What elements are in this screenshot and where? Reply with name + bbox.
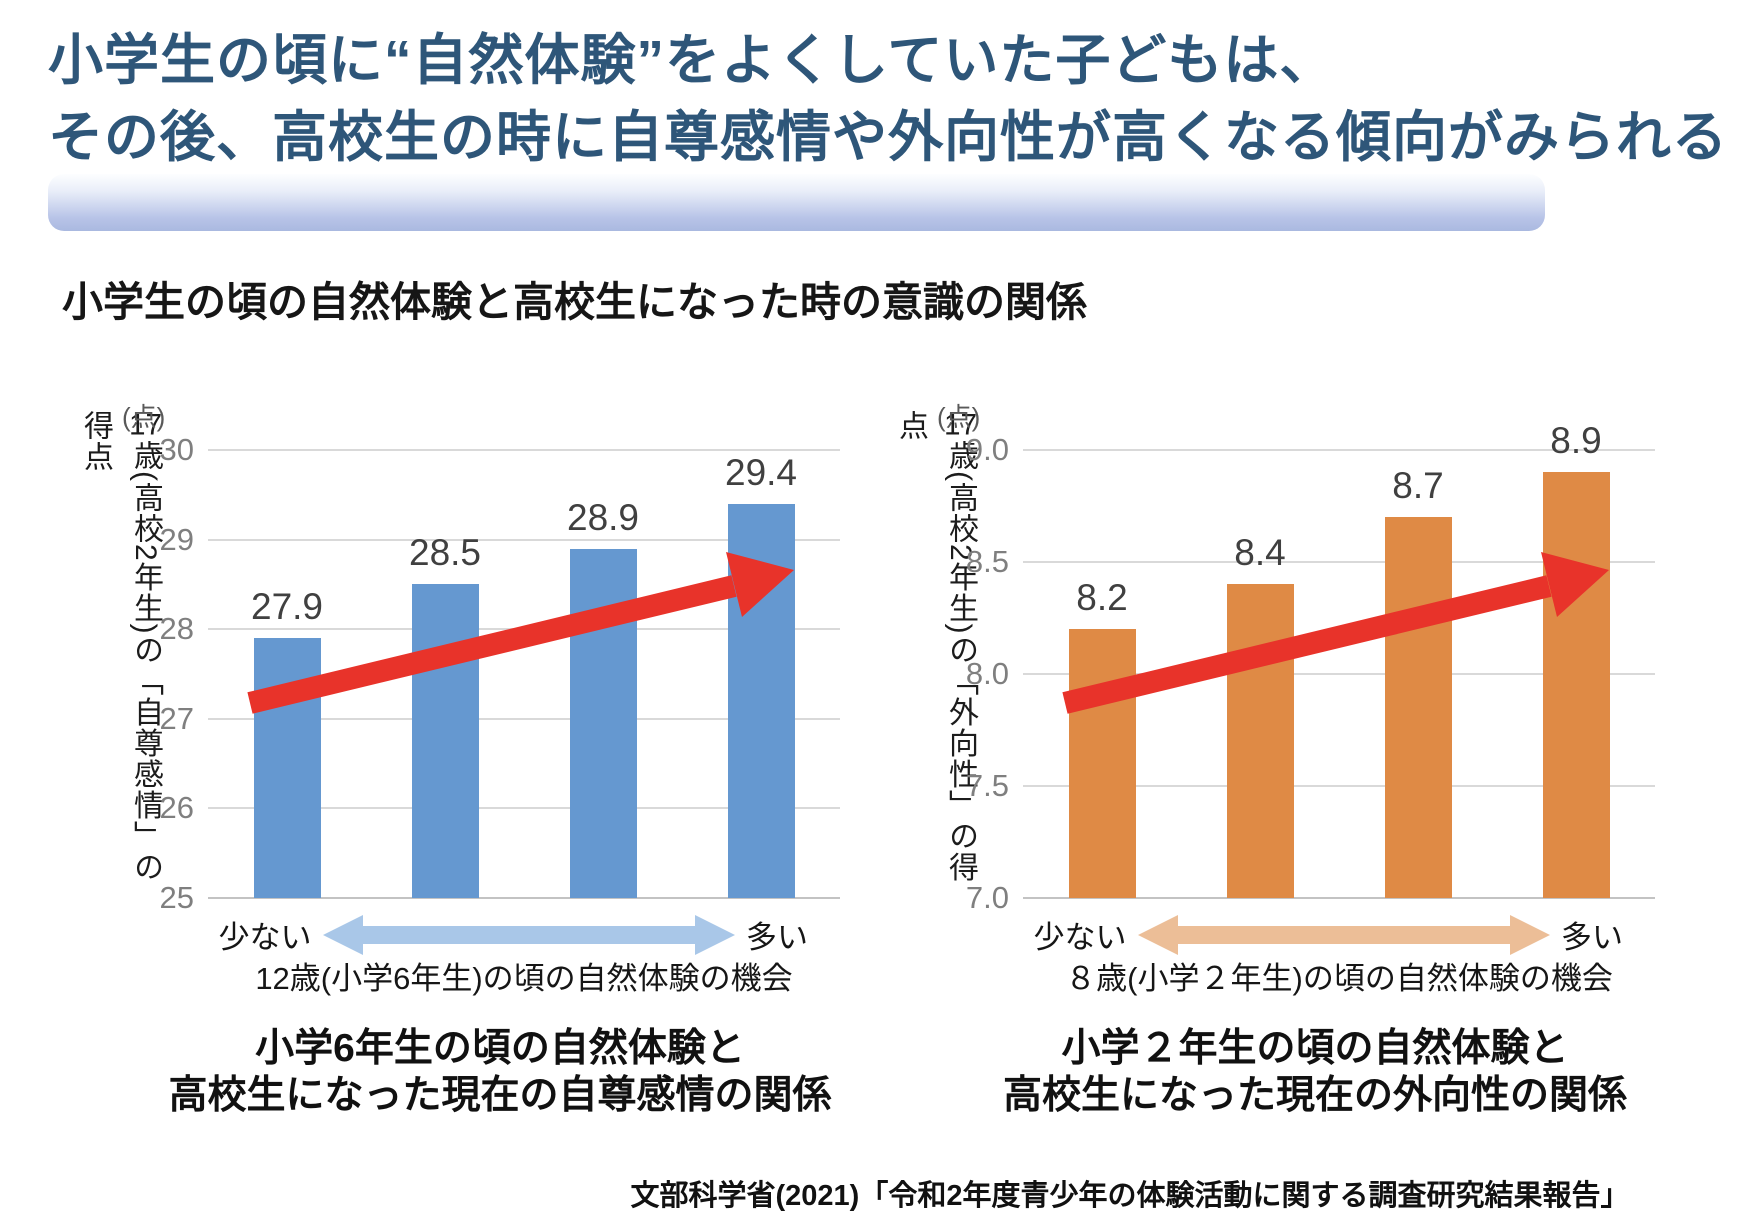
y-axis-tick: 7.5 [965, 768, 1009, 803]
x-axis-max-label: 多い [746, 920, 808, 955]
bar [1384, 517, 1452, 898]
x-axis-min-label: 少ない [218, 920, 312, 955]
gridline [1023, 897, 1655, 899]
section-heading: 小学生の頃の自然体験と高校生になった時の意識の関係 [62, 279, 1087, 325]
gridline [208, 717, 840, 720]
page-title-line2: その後、高校生の時に自尊感情や外向性が高くなる傾向がみられる [48, 106, 1729, 168]
chart-self-esteem: 17歳(高校2年生)の「自尊感情」の得点 (点) 30 29 28 27 26 25 27… [60, 395, 870, 1125]
plot-area: 8.2 8.4 8.7 8.9 [1023, 420, 1655, 899]
y-axis-tick-labels: 30 29 28 27 26 25 [60, 432, 194, 915]
bar-value-label: 29.4 [724, 451, 798, 493]
gridline [1023, 449, 1655, 451]
source-citation: 文部科学省(2021)「令和2年度青少年の体験活動に関する調査研究結果報告」 [630, 1180, 1630, 1212]
x-axis-title: ８歳(小学２年生)の頃の自然体験の機会 [1065, 961, 1613, 996]
bar-value-label: 8.2 [1076, 577, 1128, 619]
x-axis-title: 12歳(小学6年生)の頃の自然体験の機会 [255, 961, 793, 996]
bar-value-label: 28.5 [408, 532, 482, 574]
bar [1068, 629, 1136, 898]
chart-caption: 小学6年生の頃の自然体験と 高校生になった現在の自尊感情の関係 [120, 1025, 880, 1119]
gridline [1023, 673, 1655, 675]
y-axis-tick: 27 [159, 700, 194, 736]
y-axis-tick: 29 [159, 521, 194, 557]
y-axis-tick: 28 [159, 611, 194, 647]
y-axis-tick: 30 [159, 432, 194, 467]
chart-caption-line1: 小学２年生の頃の自然体験と [1061, 1027, 1569, 1070]
gridline [208, 538, 840, 541]
bar-value-label: 8.9 [1550, 420, 1602, 462]
y-axis-title-age: 17 [944, 410, 977, 440]
range-double-arrow-icon [1138, 915, 1550, 955]
gridline [1023, 785, 1655, 787]
chart-caption-line2: 高校生になった現在の外向性の関係 [1002, 1074, 1627, 1117]
y-axis-unit-label: (点) [122, 402, 166, 432]
x-axis-max-label: 多い [1561, 920, 1623, 955]
upward-trend-arrow-icon [247, 552, 794, 714]
page-title-line1: 小学生の頃に“自然体験”をよくしていた子どもは、 [48, 29, 1336, 91]
title-underline-band [48, 174, 1545, 231]
bar [1542, 472, 1610, 898]
gridline [208, 449, 840, 451]
y-axis-title-text: 歳(高校2年生)の「外向性」の得点 [894, 410, 977, 883]
chart-extroversion: 17歳(高校2年生)の「外向性」の得点 (点) 9.0 8.5 8.0 7.5 7.0 … [875, 395, 1685, 1125]
bar-value-label: 8.4 [1234, 532, 1286, 574]
y-axis-tick: 7.0 [965, 880, 1009, 915]
y-axis-title: 17歳(高校2年生)の「外向性」の得点 [885, 410, 985, 910]
bar [1226, 584, 1294, 898]
bar-value-label: 8.7 [1392, 465, 1444, 507]
bar-value-label: 27.9 [250, 586, 324, 628]
y-axis-tick: 25 [159, 880, 194, 915]
y-axis-tick: 8.0 [965, 656, 1009, 691]
y-axis-tick: 9.0 [965, 432, 1009, 467]
plot-area: 27.9 28.5 28.9 29.4 [208, 449, 840, 899]
gridline [1023, 561, 1655, 563]
y-axis-tick: 26 [159, 790, 194, 826]
y-axis-tick: 8.5 [965, 544, 1009, 579]
gridline [208, 807, 840, 810]
range-double-arrow-icon [323, 915, 735, 955]
upward-trend-arrow-icon [1062, 552, 1609, 714]
y-axis-title-age: 17 [129, 410, 162, 440]
y-axis-title-text: 歳(高校2年生)の「自尊感情」の得点 [79, 410, 162, 883]
chart-caption: 小学２年生の頃の自然体験と 高校生になった現在の外向性の関係 [935, 1025, 1695, 1119]
bar-value-label: 28.9 [566, 496, 640, 538]
x-axis-min-label: 少ない [1033, 920, 1127, 955]
chart-caption-line2: 高校生になった現在の自尊感情の関係 [168, 1074, 832, 1117]
gridline [208, 897, 840, 899]
y-axis-unit-label: (点) [937, 402, 981, 432]
y-axis-title: 17歳(高校2年生)の「自尊感情」の得点 [70, 410, 170, 910]
page-title: 小学生の頃に“自然体験”をよくしていた子どもは、 その後、高校生の時に自尊感情や… [48, 22, 1729, 176]
chart-caption-line1: 小学6年生の頃の自然体験と [255, 1027, 745, 1070]
y-axis-tick-labels: 9.0 8.5 8.0 7.5 7.0 [875, 432, 1009, 915]
bar [411, 584, 479, 898]
